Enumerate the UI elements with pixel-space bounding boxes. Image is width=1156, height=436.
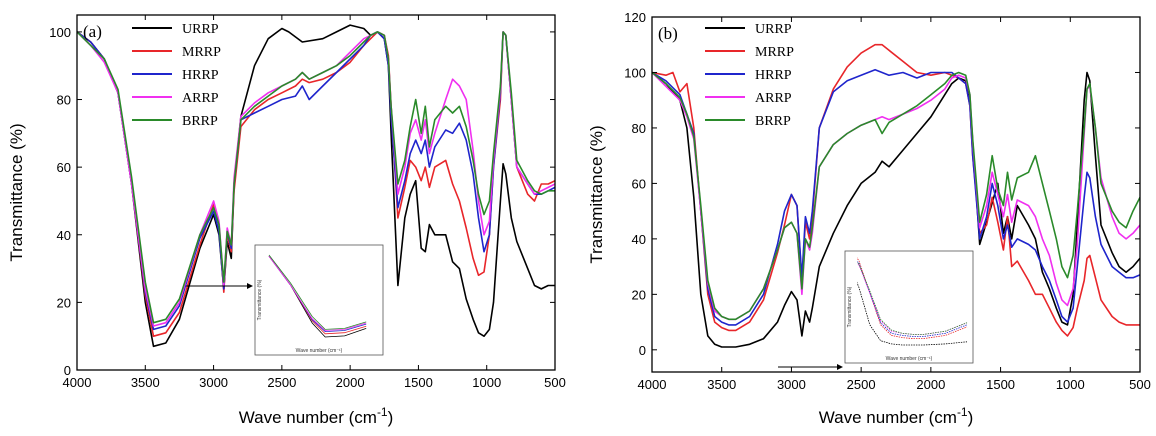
inset-frame [254, 244, 384, 356]
x-tick-label: 500 [544, 375, 566, 390]
y-tick-label: 40 [57, 228, 71, 243]
legend-label-mrrp: MRRP [755, 45, 794, 60]
series-group [77, 24, 555, 348]
legend-label-mrrp: MRRP [182, 45, 221, 60]
y-axis-title: Transmittance (%) [587, 125, 606, 263]
x-tick-label: 1500 [404, 375, 433, 390]
x-tick-label: 4000 [63, 375, 92, 390]
x-tick-label: 3000 [777, 377, 806, 392]
series-line-brrp [652, 71, 1140, 321]
y-tick-label: 20 [632, 287, 646, 302]
inset-series-group [857, 257, 968, 346]
legend-label-hrrp: HRRP [755, 68, 792, 83]
legend: URRP MRRP HRRP ARRP BRRP [132, 22, 221, 129]
panel-label: (a) [83, 22, 102, 41]
legend-label-urrp: URRP [182, 22, 219, 37]
x-tick-label: 3500 [707, 377, 736, 392]
inset-y-title: Transmittance (%) [847, 286, 853, 327]
inset-arrow-head [837, 364, 843, 370]
inset-series-brrp [268, 254, 367, 330]
y-tick-label: 100 [49, 25, 71, 40]
inset-series-arrp [857, 263, 968, 335]
y-tick-label: 0 [639, 343, 646, 358]
inset-x-title: Wave number (cm⁻¹) [296, 348, 343, 354]
y-tick-label: 60 [57, 160, 71, 175]
x-tick-label: 2500 [267, 375, 296, 390]
series-group [652, 43, 1140, 348]
x-tick-label: 500 [1129, 377, 1151, 392]
inset: Transmittance (%) Wave number (cm⁻¹) [254, 244, 384, 356]
x-tick-label: 3000 [199, 375, 228, 390]
inset-series-urrp [857, 281, 968, 346]
x-tick-label: 2000 [916, 377, 945, 392]
x-tick-label: 1000 [472, 375, 501, 390]
chart-panel-b: 4000 3500 3000 2500 2000 1500 1000 500 0 20 40 60 80… [587, 10, 1151, 427]
plot-frame [76, 14, 556, 371]
y-tick-label: 20 [57, 295, 71, 310]
y-tick-label: 100 [624, 65, 646, 80]
inset-y-title: Transmittance (%) [257, 279, 263, 320]
x-tick-label: 2500 [847, 377, 876, 392]
y-tick-label: 60 [632, 176, 646, 191]
y-tick-label: 80 [632, 121, 646, 136]
y-tick-label: 80 [57, 93, 71, 108]
x-tick-label: 1000 [1056, 377, 1085, 392]
x-axis-title: Wave number (cm-1) [819, 405, 974, 427]
x-tick-label: 4000 [638, 377, 667, 392]
x-axis-title: Wave number (cm-1) [239, 405, 394, 427]
y-tick-label: 40 [632, 232, 646, 247]
y-axis-title: Transmittance (%) [7, 123, 26, 261]
legend-label-hrrp: HRRP [182, 68, 219, 83]
plot-frame [651, 16, 1141, 373]
inset-series-mrrp [857, 257, 968, 340]
legend: URRP MRRP HRRP ARRP BRRP [705, 22, 794, 129]
legend-label-arrp: ARRP [182, 91, 219, 106]
series-line-brrp [77, 31, 555, 324]
x-tick-label: 1500 [986, 377, 1015, 392]
inset: Transmittance (%) Wave number (cm⁻¹) [844, 250, 974, 364]
y-tick-label: 120 [624, 10, 646, 25]
inset-x-title: Wave number (cm⁻¹) [886, 356, 933, 362]
inset-arrow-head [247, 283, 253, 289]
x-tick-label: 2000 [336, 375, 365, 390]
chart-panel-a: 4000 3500 3000 2500 2000 1500 1000 500 0 20 40 60 80… [7, 14, 566, 427]
legend-label-urrp: URRP [755, 22, 792, 37]
legend-label-arrp: ARRP [755, 91, 792, 106]
inset-series-group [268, 254, 367, 338]
x-tick-label: 3500 [131, 375, 160, 390]
inset-series-brrp [857, 262, 968, 335]
inset-series-arrp [268, 255, 367, 331]
legend-label-brrp: BRRP [755, 114, 791, 129]
legend-label-brrp: BRRP [182, 114, 218, 129]
inset-frame [844, 250, 974, 364]
panel-label: (b) [658, 24, 678, 43]
series-line-hrrp [652, 68, 1140, 326]
y-tick-label: 0 [64, 363, 71, 378]
